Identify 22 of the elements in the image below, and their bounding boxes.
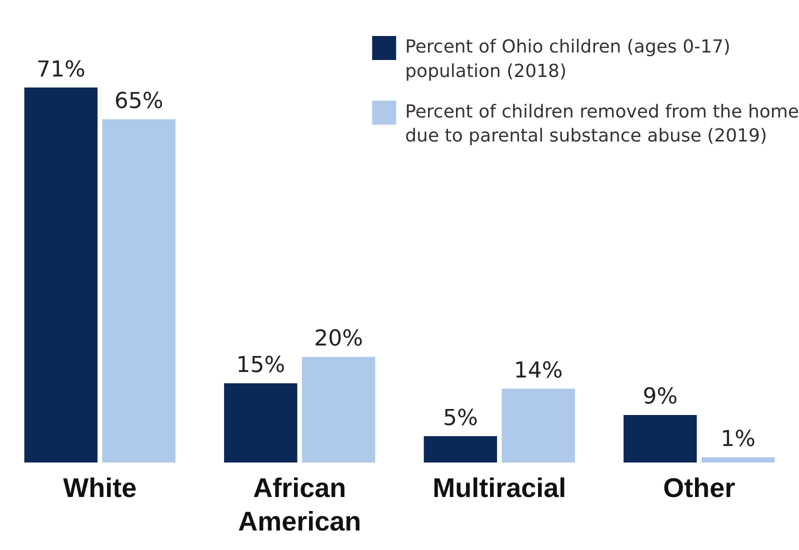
bar — [624, 414, 697, 462]
bar — [24, 88, 98, 462]
data-label: 5% — [442, 406, 478, 431]
bar — [302, 356, 376, 462]
legend-label: Percent of children removed from the home due to parental substance abuse (2019) — [405, 101, 799, 147]
x-tick-label: White — [63, 472, 137, 503]
data-label: 71% — [36, 57, 86, 82]
bar — [502, 388, 575, 462]
x-tick-label: Other — [663, 472, 736, 503]
data-label: 9% — [642, 384, 678, 410]
bar — [701, 457, 775, 462]
bar — [102, 119, 176, 462]
legend-label: Percent of Ohio children (ages 0-17) population (2018) — [405, 36, 730, 82]
data-label: 14% — [514, 358, 563, 384]
data-label: 65% — [114, 88, 164, 114]
data-label: 20% — [314, 326, 364, 352]
data-label: 1% — [720, 426, 756, 452]
data-label: 15% — [236, 353, 286, 378]
bar — [224, 383, 298, 462]
x-tick-label: Multiracial — [432, 472, 566, 503]
x-tick-label: African American — [238, 472, 362, 537]
bar — [424, 436, 498, 462]
